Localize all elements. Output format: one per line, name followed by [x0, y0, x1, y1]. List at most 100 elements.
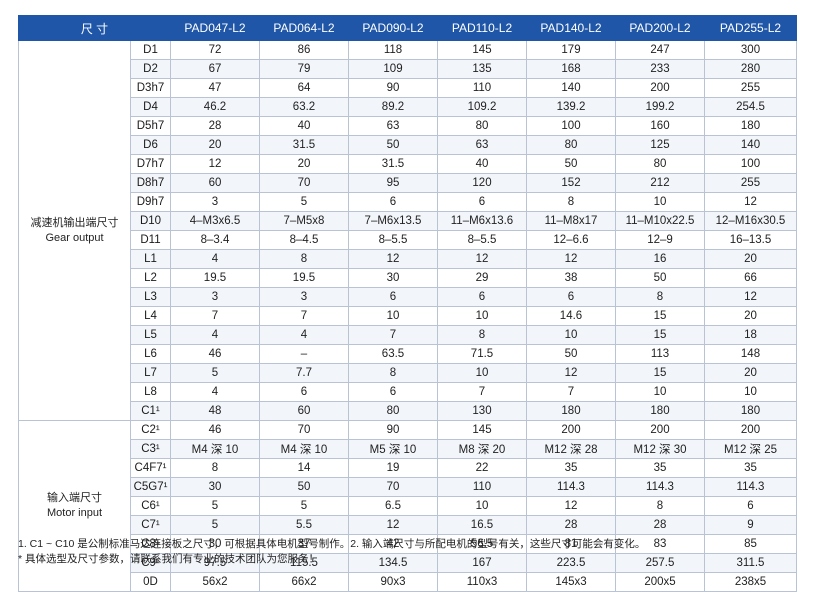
dimension-value: 46 [170, 344, 260, 364]
dimension-value: 5 [170, 515, 260, 535]
dimension-value: 6 [259, 382, 349, 402]
dimension-value: 70 [348, 477, 438, 497]
dimension-value: 238x5 [704, 572, 797, 592]
dimension-code: C4F7¹ [130, 458, 171, 478]
group-label-en: Gear output [45, 231, 104, 244]
dimension-value: 255 [704, 78, 797, 98]
dimension-value: 28 [526, 515, 616, 535]
dimension-value: 46.2 [170, 97, 260, 117]
dimension-value: 6 [348, 192, 438, 212]
dimension-value: 109.2 [437, 97, 527, 117]
group-label-cn: 减速机输出端尺寸 [30, 216, 119, 229]
dimension-value: 257.5 [615, 553, 705, 573]
dimension-value: 12 [526, 249, 616, 269]
dimension-code: D2 [130, 59, 171, 79]
group-label-en: Motor input [46, 507, 103, 519]
dimension-value: 16–13.5 [704, 230, 797, 250]
dimension-value: 60 [259, 401, 349, 421]
dimension-value: 145 [437, 420, 527, 440]
dimension-value: 10 [437, 363, 527, 383]
dimension-value: M12 深 30 [615, 439, 705, 459]
dimension-value: 200 [615, 420, 705, 440]
dimension-value: 11–M6x13.6 [437, 211, 527, 231]
dimension-value: 10 [348, 306, 438, 326]
dimension-code: C3¹ [130, 439, 171, 459]
group-label-cn: 输入端尺寸 [47, 492, 102, 504]
dimension-value: 48 [170, 401, 260, 421]
dimension-value: 3 [170, 192, 260, 212]
dimension-value: 29 [437, 268, 527, 288]
table-row: L1 4 8 12 12 12 16 20 [19, 249, 797, 269]
dimension-value: 4 [259, 325, 349, 345]
dimension-value: 12 [526, 496, 616, 516]
dimension-value: 168 [526, 59, 616, 79]
table-row: D6 20 31.5 50 63 80 125 140 [19, 135, 797, 155]
dimension-value: 3 [170, 287, 260, 307]
dimension-value: 35 [526, 458, 616, 478]
dimension-value: 140 [526, 78, 616, 98]
dimension-value: 28 [615, 515, 705, 535]
dimension-value: 22 [437, 458, 527, 478]
dimension-value: 86 [259, 40, 349, 60]
dimension-value: 300 [704, 40, 797, 60]
dimension-value: 6.5 [348, 496, 438, 516]
dimension-value: 16.5 [437, 515, 527, 535]
dimension-value: 4–M3x6.5 [170, 211, 260, 231]
dimension-value: 30 [348, 268, 438, 288]
dimension-value: 20 [704, 249, 797, 269]
table-row: D5h7 28 40 63 80 100 160 180 [19, 116, 797, 136]
dimension-value: 50 [259, 477, 349, 497]
dimension-code: L6 [130, 344, 171, 364]
contact-note: * 具体选型及尺寸参数，请联系我们有专业的技术团队为您服务！ [18, 553, 320, 565]
dimension-value: 5 [170, 496, 260, 516]
dimension-value: 8 [526, 192, 616, 212]
dimension-value: 89.2 [348, 97, 438, 117]
table-row: D4 46.2 63.2 89.2 109.2 139.2 199.2 254.5 [19, 97, 797, 117]
dimension-value: 4 [170, 382, 260, 402]
dimension-value: 6 [437, 287, 527, 307]
dimension-value: 212 [615, 173, 705, 193]
dimension-value: 19.5 [259, 268, 349, 288]
dimension-value: 200 [704, 420, 797, 440]
dimension-value: 12 [704, 192, 797, 212]
dimension-value: 10 [437, 306, 527, 326]
table-row: L2 19.5 19.5 30 29 38 50 66 [19, 268, 797, 288]
group-label: 输入端尺寸 Motor input [18, 420, 131, 592]
dimension-value: 11–M10x22.5 [615, 211, 705, 231]
dimension-value: 145x3 [526, 572, 616, 592]
dimension-value: 72 [170, 40, 260, 60]
dimension-value: 64 [259, 78, 349, 98]
dimension-value: 223.5 [526, 553, 616, 573]
dimension-value: 152 [526, 173, 616, 193]
dimension-value: 5 [170, 363, 260, 383]
dimension-value: 63 [437, 135, 527, 155]
dimension-value: 200x5 [615, 572, 705, 592]
dimension-code: D9h7 [130, 192, 171, 212]
dimension-value: 134.5 [348, 553, 438, 573]
dimension-value: 46 [170, 420, 260, 440]
table-row: C3¹ M4 深 10 M4 深 10 M5 深 10 M8 深 20 M12 深 28 M… [19, 439, 797, 459]
spec-body: 减速机输出端尺寸 Gear output D1 72 86 118 145 179 247 300… [18, 40, 797, 592]
model-header: PAD047-L2 [170, 15, 260, 41]
dimension-value: 35 [615, 458, 705, 478]
dimension-value: 10 [615, 382, 705, 402]
dimension-value: 6 [526, 287, 616, 307]
dimension-value: – [259, 344, 349, 364]
dimension-value: 233 [615, 59, 705, 79]
dimension-value: 114.3 [526, 477, 616, 497]
dimension-value: 7–M6x13.5 [348, 211, 438, 231]
dimension-code: L2 [130, 268, 171, 288]
dimension-value: 4 [170, 325, 260, 345]
dimension-value: 5 [259, 496, 349, 516]
dimension-value: 38 [526, 268, 616, 288]
dimension-value: 180 [615, 401, 705, 421]
dimension-value: 20 [170, 135, 260, 155]
dimension-value: 31.5 [348, 154, 438, 174]
dimension-value: 200 [526, 420, 616, 440]
dimension-value: 66x2 [259, 572, 349, 592]
dimension-code: D4 [130, 97, 171, 117]
dimension-value: 4 [170, 249, 260, 269]
dimension-value: 11–M8x17 [526, 211, 616, 231]
dimension-code: C1¹ [130, 401, 171, 421]
dimension-value: 50 [348, 135, 438, 155]
